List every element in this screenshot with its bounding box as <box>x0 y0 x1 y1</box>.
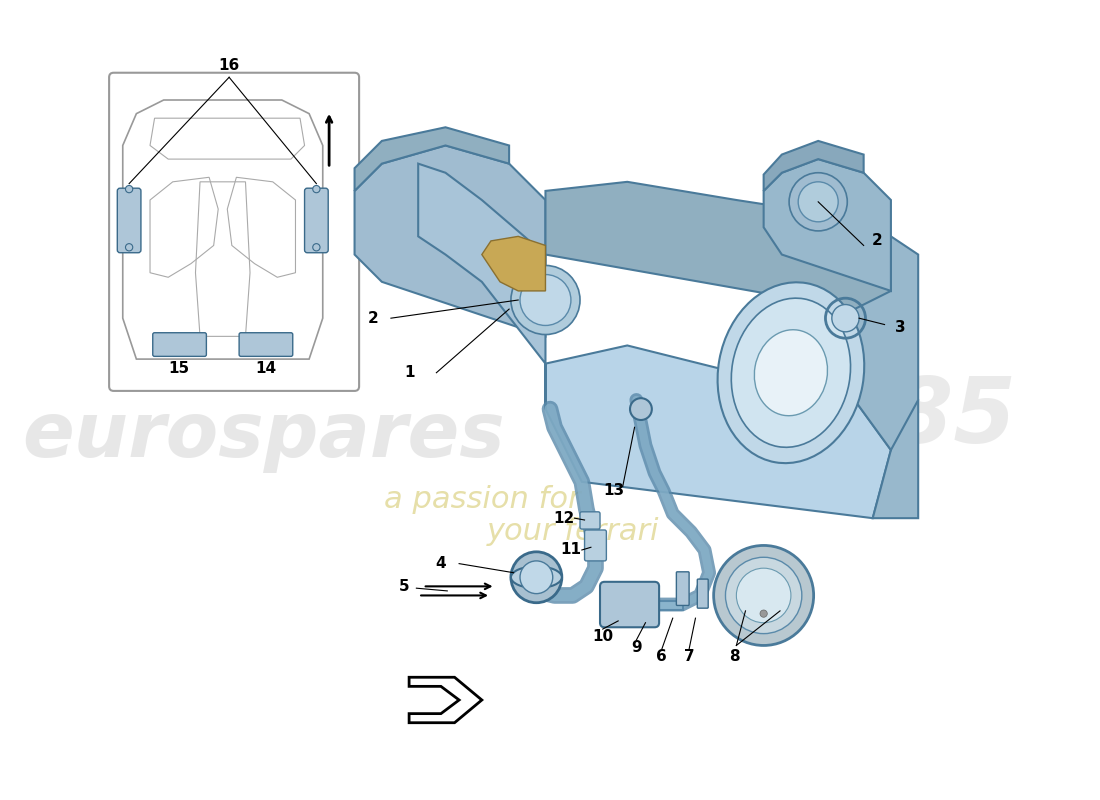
Polygon shape <box>763 159 891 291</box>
Text: 6: 6 <box>657 649 668 664</box>
Text: 9: 9 <box>631 640 641 654</box>
Circle shape <box>520 274 571 326</box>
Circle shape <box>789 173 847 231</box>
Text: 7: 7 <box>684 649 694 664</box>
Text: 16: 16 <box>219 58 240 73</box>
Text: 8: 8 <box>729 649 740 664</box>
Text: 3: 3 <box>894 320 905 334</box>
Text: 12: 12 <box>553 510 574 526</box>
Text: 13: 13 <box>603 483 624 498</box>
Circle shape <box>630 398 652 420</box>
Text: 1: 1 <box>404 366 415 380</box>
Polygon shape <box>354 127 509 191</box>
Ellipse shape <box>732 298 850 447</box>
Circle shape <box>312 244 320 251</box>
Circle shape <box>520 561 552 594</box>
Text: 2: 2 <box>872 234 882 249</box>
Circle shape <box>125 244 133 251</box>
Text: 5: 5 <box>399 579 410 594</box>
Circle shape <box>510 552 562 602</box>
Polygon shape <box>418 164 546 409</box>
Text: 2: 2 <box>367 310 378 326</box>
Ellipse shape <box>755 330 827 416</box>
Ellipse shape <box>717 282 865 463</box>
FancyBboxPatch shape <box>305 188 328 253</box>
Circle shape <box>832 305 859 332</box>
Polygon shape <box>409 678 482 722</box>
Text: 15: 15 <box>168 361 189 376</box>
FancyBboxPatch shape <box>600 582 659 627</box>
Text: 4: 4 <box>436 556 447 571</box>
Circle shape <box>714 546 814 646</box>
Ellipse shape <box>510 566 562 588</box>
Circle shape <box>799 182 838 222</box>
Text: a passion for: a passion for <box>384 486 580 514</box>
Text: 14: 14 <box>255 361 276 376</box>
Text: 11: 11 <box>560 542 582 558</box>
FancyBboxPatch shape <box>118 188 141 253</box>
Text: 1985: 1985 <box>766 374 1016 462</box>
Polygon shape <box>872 382 918 518</box>
Text: eurospares: eurospares <box>22 399 505 474</box>
Polygon shape <box>482 236 546 291</box>
Polygon shape <box>763 141 864 191</box>
FancyBboxPatch shape <box>676 572 689 606</box>
Polygon shape <box>855 218 918 450</box>
Text: your ferrari: your ferrari <box>486 518 659 546</box>
FancyBboxPatch shape <box>697 579 708 608</box>
Circle shape <box>510 266 580 334</box>
Polygon shape <box>354 146 546 336</box>
Circle shape <box>726 558 802 634</box>
FancyBboxPatch shape <box>153 333 207 356</box>
Circle shape <box>125 186 133 193</box>
Polygon shape <box>546 182 891 309</box>
Circle shape <box>736 568 791 622</box>
FancyBboxPatch shape <box>580 512 600 529</box>
Polygon shape <box>546 346 891 518</box>
FancyBboxPatch shape <box>109 73 359 391</box>
Text: 10: 10 <box>592 629 614 644</box>
Circle shape <box>312 186 320 193</box>
FancyBboxPatch shape <box>584 530 606 561</box>
FancyBboxPatch shape <box>239 333 293 356</box>
Circle shape <box>760 610 768 618</box>
